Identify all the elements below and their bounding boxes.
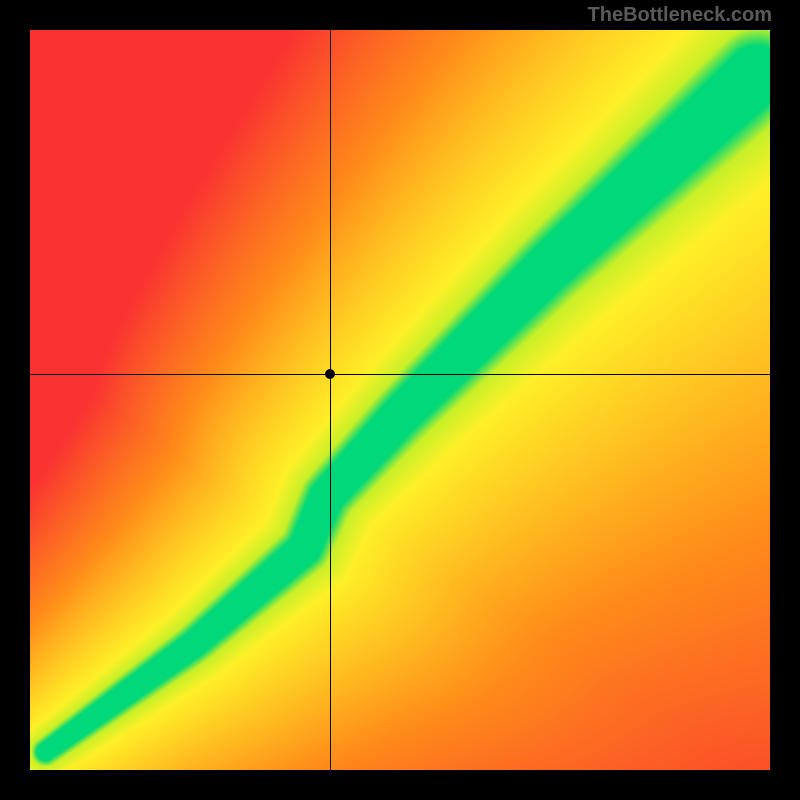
heatmap-plot: [30, 30, 770, 770]
heatmap-canvas: [30, 30, 770, 770]
watermark-text: TheBottleneck.com: [588, 4, 772, 27]
crosshair-marker: [325, 369, 335, 379]
crosshair-vertical: [330, 30, 331, 770]
crosshair-horizontal: [30, 374, 770, 375]
